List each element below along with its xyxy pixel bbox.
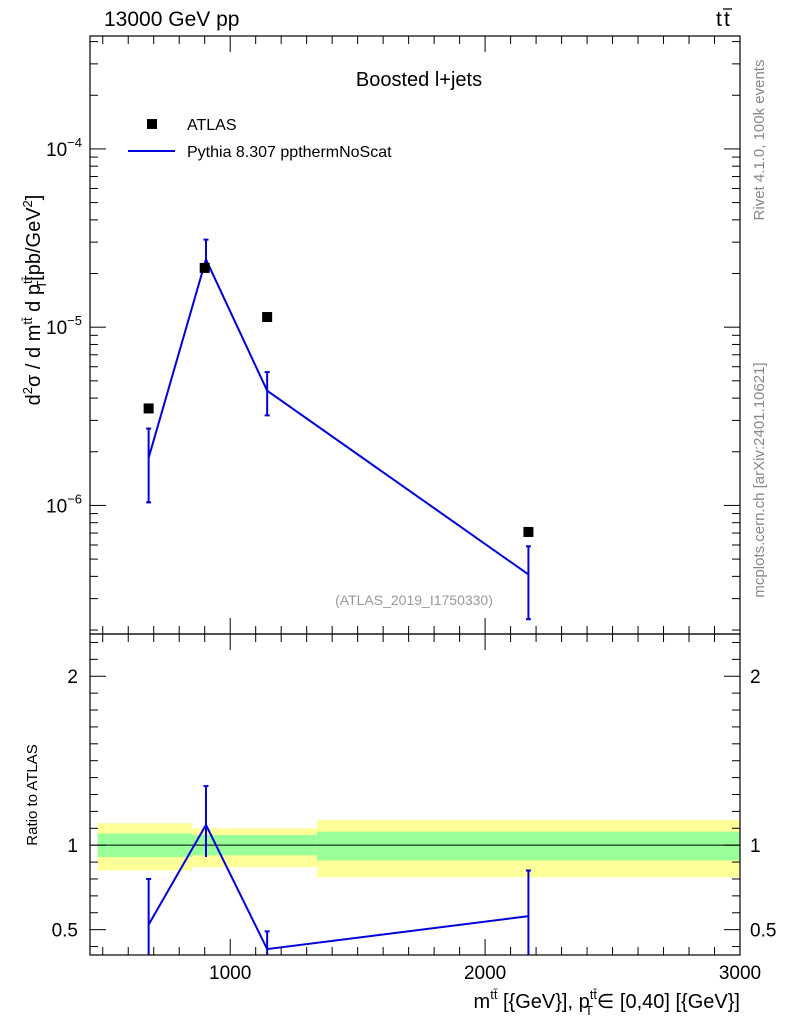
x-axis-label: mtt̄ [{GeV}], ptt̄ T ∈ [0,40] [{GeV}]	[474, 987, 740, 1018]
atlas-data-point	[523, 526, 534, 537]
legend: ATLAS Pythia 8.307 ppthermNoScat	[128, 117, 392, 161]
mcplots-label: mcplots.cern.ch [arXiv:2401.10621]	[751, 362, 768, 597]
main-y-tick-label: 10−5	[46, 313, 82, 339]
ratio-y-tick-label: 0.5	[52, 921, 78, 942]
ratio-y-tick-label-right: 1	[750, 836, 761, 857]
ratio-y-tick-label-right: 0.5	[750, 921, 776, 942]
x-tick-label: 2000	[464, 963, 506, 984]
legend-label-pythia: Pythia 8.307 ppthermNoScat	[187, 144, 392, 161]
ratio-y-tick-label-right: 2	[750, 667, 761, 688]
main-title: Boosted l+jets	[356, 69, 482, 91]
ratio-y-axis-label: Ratio to ATLAS	[24, 744, 41, 845]
main-panel: 10−6 10−5 10−4 Boosted l+jets (ATLAS_2019_…	[20, 35, 741, 635]
x-tick-label: 1000	[209, 963, 251, 984]
ratio-ticks	[90, 634, 741, 955]
pythia-error-bars	[146, 238, 531, 621]
atlas-data-point	[199, 262, 210, 273]
atlas-data-point	[262, 312, 273, 323]
header-right-t2: t	[724, 8, 730, 31]
ratio-error-bars	[146, 785, 531, 955]
ratio-y-tick-label: 1	[67, 836, 78, 857]
ratio-stat-band	[316, 831, 740, 861]
ratio-y-tick-label: 2	[67, 667, 78, 688]
main-y-tick-label: 10−6	[46, 491, 82, 517]
ratio-uncertainty-bands	[97, 819, 740, 878]
header-right-t1: t	[716, 8, 722, 31]
ratio-tick-labels: 0.5 0.5 1 1 2 2 1000 2000 3000	[52, 667, 777, 984]
analysis-label: (ATLAS_2019_I1750330)	[335, 592, 493, 608]
main-y-axis-label: d2σ / d mtt̄ d ptt̄T[pb/GeV2]	[20, 195, 49, 406]
ratio-pythia-line	[147, 822, 529, 951]
header-left-label: 13000 GeV pp	[104, 8, 239, 31]
atlas-data-point	[143, 403, 154, 414]
ratio-series	[146, 785, 531, 955]
legend-marker-atlas	[147, 119, 157, 129]
ratio-panel: 0.5 0.5 1 1 2 2 1000 2000 3000 Ratio to ATLAS	[24, 633, 777, 984]
ratio-frame	[89, 633, 741, 956]
pythia-line	[147, 256, 530, 576]
rivet-label: Rivet 4.1.0, 100k events	[751, 60, 768, 221]
legend-label-atlas: ATLAS	[187, 117, 237, 134]
header-right-label: t t	[716, 8, 732, 31]
main-ticks	[90, 36, 741, 634]
x-tick-label: 3000	[719, 963, 761, 984]
atlas-markers	[143, 262, 534, 537]
main-y-tick-labels: 10−6 10−5 10−4	[46, 135, 82, 518]
main-y-tick-label: 10−4	[46, 135, 82, 161]
